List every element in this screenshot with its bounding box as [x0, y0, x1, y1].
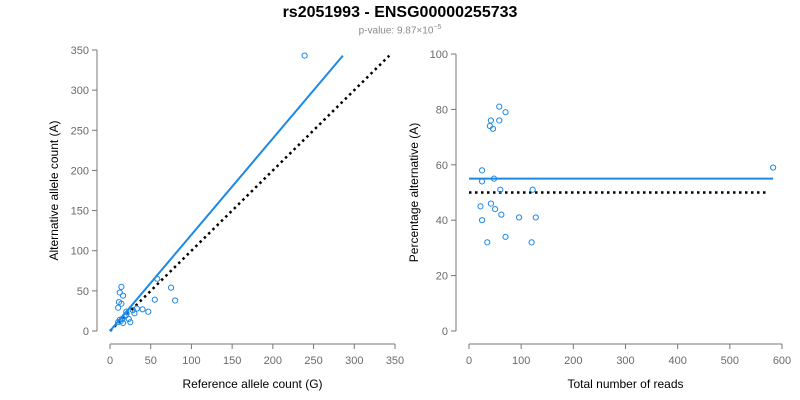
left-x-axis-label: Reference allele count (G) [182, 377, 322, 391]
left-x-tick-label: 250 [304, 355, 322, 367]
right-data-point [478, 178, 486, 185]
right-data-point [497, 186, 504, 193]
right-y-tick-label: 0 [442, 326, 448, 338]
right-y-axis-label: Percentage alternative (A) [407, 123, 421, 262]
right-x-tick-label: 500 [721, 355, 739, 367]
left-data-point [167, 284, 175, 291]
left-y-tick-label: 200 [71, 165, 89, 177]
left-x-tick-label: 200 [264, 355, 282, 367]
left-y-tick-label: 300 [71, 85, 89, 97]
p-value-subtitle: p-value: 9.87×10−5 [0, 24, 800, 36]
left-y-tick-label: 350 [71, 45, 89, 57]
right-data-point [532, 214, 539, 221]
left-y-tick-label: 50 [77, 286, 89, 298]
right-data-point [491, 206, 499, 213]
left-y-tick-label: 100 [71, 246, 89, 258]
right-x-tick-label: 0 [466, 355, 472, 367]
left-x-tick-label: 150 [223, 355, 241, 367]
right-x-axis-label: Total number of reads [567, 377, 683, 391]
chart-title: rs2051993 - ENSG00000255733 [282, 4, 518, 21]
left-y-tick-label: 0 [83, 326, 89, 338]
right-data-point [487, 117, 495, 124]
right-data-point [502, 109, 509, 116]
right-data-point [477, 203, 484, 210]
left-data-point [116, 289, 123, 296]
right-x-tick-label: 600 [773, 355, 791, 367]
left-data-point [115, 304, 122, 311]
left-data-point [118, 300, 125, 307]
left-x-tick-label: 0 [107, 355, 113, 367]
right-y-tick-label: 80 [436, 104, 448, 116]
left-x-tick-label: 50 [145, 355, 157, 367]
left-data-point [123, 311, 130, 319]
right-x-tick-label: 400 [668, 355, 686, 367]
left-data-point [139, 306, 146, 313]
right-data-point [484, 239, 491, 246]
left-data-point [119, 292, 127, 299]
right-data-point [489, 125, 497, 132]
left-data-point [119, 319, 127, 327]
left-data-point [301, 52, 308, 59]
right-data-point [490, 175, 498, 182]
right-y-tick-label: 100 [430, 49, 448, 61]
right-x-tick-label: 200 [564, 355, 582, 367]
right-data-point [515, 214, 523, 221]
left-y-axis-label: Alternative allele count (A) [47, 120, 61, 260]
left-fit-line [109, 54, 344, 332]
left-x-tick-label: 300 [345, 355, 363, 367]
right-y-tick-label: 20 [436, 271, 448, 283]
left-data-point [151, 296, 158, 303]
left-data-point [118, 283, 125, 290]
left-data-point [154, 275, 161, 282]
right-data-point [770, 164, 777, 171]
right-data-point [487, 200, 495, 207]
left-data-point [172, 297, 179, 304]
right-data-point [528, 239, 535, 246]
left-y-tick-label: 150 [71, 206, 89, 218]
left-data-point [116, 316, 123, 323]
left-data-point [133, 305, 140, 312]
right-data-point [498, 211, 505, 218]
left-data-point [131, 310, 138, 317]
right-data-point [529, 186, 536, 193]
right-data-point [496, 117, 503, 124]
right-data-point [478, 217, 486, 224]
left-x-tick-label: 100 [182, 355, 200, 367]
right-x-tick-label: 300 [616, 355, 634, 367]
right-data-point [496, 103, 503, 110]
left-data-point [145, 308, 152, 315]
right-data-point [502, 233, 509, 240]
right-y-tick-label: 40 [436, 215, 448, 227]
left-x-tick-label: 350 [386, 355, 404, 367]
left-y-tick-label: 250 [71, 125, 89, 137]
right-data-point [478, 167, 486, 174]
p-value-exponent: −5 [433, 24, 442, 31]
left-data-point [129, 307, 136, 314]
left-data-point [127, 319, 134, 326]
right-y-tick-label: 60 [436, 160, 448, 172]
p-value-text: p-value: 9.87×10 [358, 25, 434, 37]
right-x-tick-label: 100 [512, 355, 530, 367]
